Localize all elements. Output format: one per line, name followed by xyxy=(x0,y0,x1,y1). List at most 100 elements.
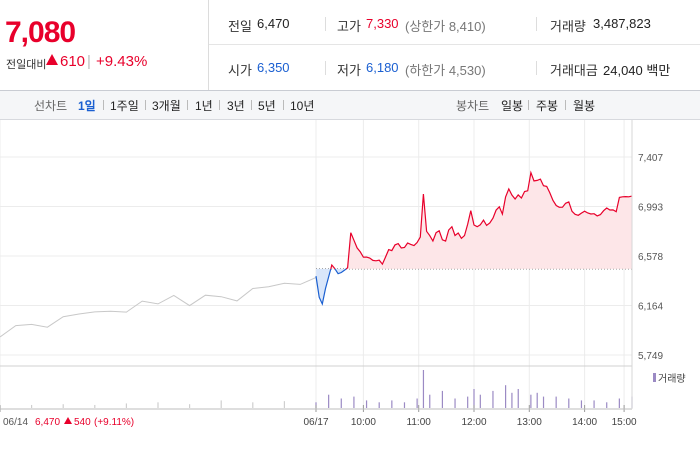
axis-ticks: 7,407 6,993 6,578 6,164 5,749 06/17 10:00 11:00… xyxy=(0,153,663,428)
history-price-line xyxy=(0,277,317,338)
tab-weekly-candle[interactable]: 주봉 xyxy=(536,99,559,113)
tab-1-year[interactable]: 1년 xyxy=(195,99,213,113)
tab-divider xyxy=(187,100,188,110)
tab-3-months[interactable]: 3개월 xyxy=(152,99,181,113)
tab-divider xyxy=(528,100,529,110)
volume-value: 3,487,823 xyxy=(593,16,651,31)
quote-header: 7,080 전일대비 610 | +9.43% 전일 6,470 고가 7,33… xyxy=(0,0,700,91)
change-value: 610 xyxy=(60,53,86,70)
prev-day-up-icon xyxy=(64,417,72,424)
cell-divider xyxy=(325,61,326,75)
tab-3-years[interactable]: 3년 xyxy=(227,99,245,113)
volume-bar xyxy=(283,401,285,408)
volume-bar xyxy=(328,394,330,408)
volume-bar xyxy=(492,390,494,408)
tab-5-years[interactable]: 5년 xyxy=(258,99,276,113)
price-summary: 7,080 전일대비 610 | +9.43% xyxy=(0,0,209,90)
prev-day-date: 06/14 xyxy=(3,417,28,428)
tab-daily-candle[interactable]: 일봉 xyxy=(501,99,524,113)
chart-lines xyxy=(0,170,633,338)
x-tick-label: 14:00 xyxy=(572,417,597,428)
candle-chart-title: 봉차트 xyxy=(456,99,490,113)
volume-bar xyxy=(157,402,159,408)
x-tick-label: 06/17 xyxy=(303,417,328,428)
tab-10-years[interactable]: 10년 xyxy=(290,99,315,113)
cell-divider xyxy=(536,61,537,75)
current-price: 7,080 xyxy=(5,16,76,49)
down-price-line xyxy=(315,268,332,306)
tab-1-week[interactable]: 1주일 xyxy=(110,99,139,113)
amount-value: 24,040 백만 xyxy=(603,63,671,78)
tab-monthly-candle[interactable]: 월봉 xyxy=(573,99,596,113)
y-tick-label: 6,164 xyxy=(638,301,663,312)
volume-bar xyxy=(391,400,393,408)
change-label: 전일대비 xyxy=(6,59,47,71)
volume-bar xyxy=(365,400,368,408)
volume-bar xyxy=(62,404,64,408)
volume-legend-label: 거래량 xyxy=(658,373,686,385)
up-price-line xyxy=(330,263,336,270)
tab-divider xyxy=(145,100,146,110)
down-fill-area xyxy=(316,268,331,304)
volume-bar xyxy=(593,400,595,408)
tab-divider xyxy=(283,100,284,110)
volume-bar xyxy=(31,404,33,408)
chart-fill-areas xyxy=(316,172,632,304)
volume-bar xyxy=(429,394,431,408)
volume-bar xyxy=(220,400,222,408)
prev-close-value: 6,470 xyxy=(257,16,290,31)
open-value: 6,350 xyxy=(257,60,290,75)
volume-bar xyxy=(125,403,127,408)
volume-bar xyxy=(441,390,443,408)
volume-bar xyxy=(189,404,191,408)
open-label: 시가 xyxy=(228,63,252,78)
volume-bar xyxy=(454,398,456,408)
low-value: 6,180 xyxy=(366,60,399,75)
cell-divider xyxy=(325,17,326,31)
volume-bar xyxy=(353,396,355,408)
volume-bar xyxy=(403,402,406,408)
x-tick-label: 12:00 xyxy=(461,417,486,428)
y-tick-label: 6,993 xyxy=(638,202,663,213)
tab-1-day[interactable]: 1일 xyxy=(78,99,96,113)
volume-legend-swatch xyxy=(653,373,656,382)
up-fill-area xyxy=(346,172,632,269)
x-tick-label: 10:00 xyxy=(351,417,376,428)
tab-divider xyxy=(565,100,566,110)
volume-bar xyxy=(580,400,583,408)
down-price-line xyxy=(334,268,347,275)
volume-bar xyxy=(479,394,481,408)
line-chart-title: 선차트 xyxy=(34,99,68,113)
prev-day-percent: (+9.11%) xyxy=(94,417,134,428)
high-label: 고가 xyxy=(337,19,361,34)
volume-bar xyxy=(511,392,513,408)
volume-bar xyxy=(94,404,96,408)
volume-bar xyxy=(378,402,380,408)
prev-close-label: 전일 xyxy=(228,19,252,34)
upper-limit: (상한가 8,410) xyxy=(405,19,486,34)
volume-bar xyxy=(536,392,538,408)
volume-bars xyxy=(0,370,633,408)
volume-bar xyxy=(505,385,507,408)
volume-bar xyxy=(252,402,254,408)
volume-bar xyxy=(467,396,469,408)
amount-label: 거래대금 xyxy=(550,63,598,78)
volume-bar xyxy=(555,396,557,408)
lower-limit: (하한가 4,530) xyxy=(405,63,486,78)
volume-bar xyxy=(530,394,532,408)
volume-bar xyxy=(542,396,545,408)
low-label: 저가 xyxy=(337,63,361,78)
volume-label: 거래량 xyxy=(550,19,586,34)
y-tick-label: 5,749 xyxy=(638,351,663,362)
tab-divider xyxy=(103,100,104,110)
change-percent: +9.43% xyxy=(96,53,148,70)
volume-bar xyxy=(340,398,342,408)
x-tick-label: 13:00 xyxy=(517,417,542,428)
prev-day-change: 540 xyxy=(74,417,91,428)
volume-bar xyxy=(606,402,608,408)
change-separator: | xyxy=(87,53,91,70)
volume-bar xyxy=(416,398,418,408)
high-value: 7,330 xyxy=(366,16,399,31)
up-price-line xyxy=(345,170,633,270)
